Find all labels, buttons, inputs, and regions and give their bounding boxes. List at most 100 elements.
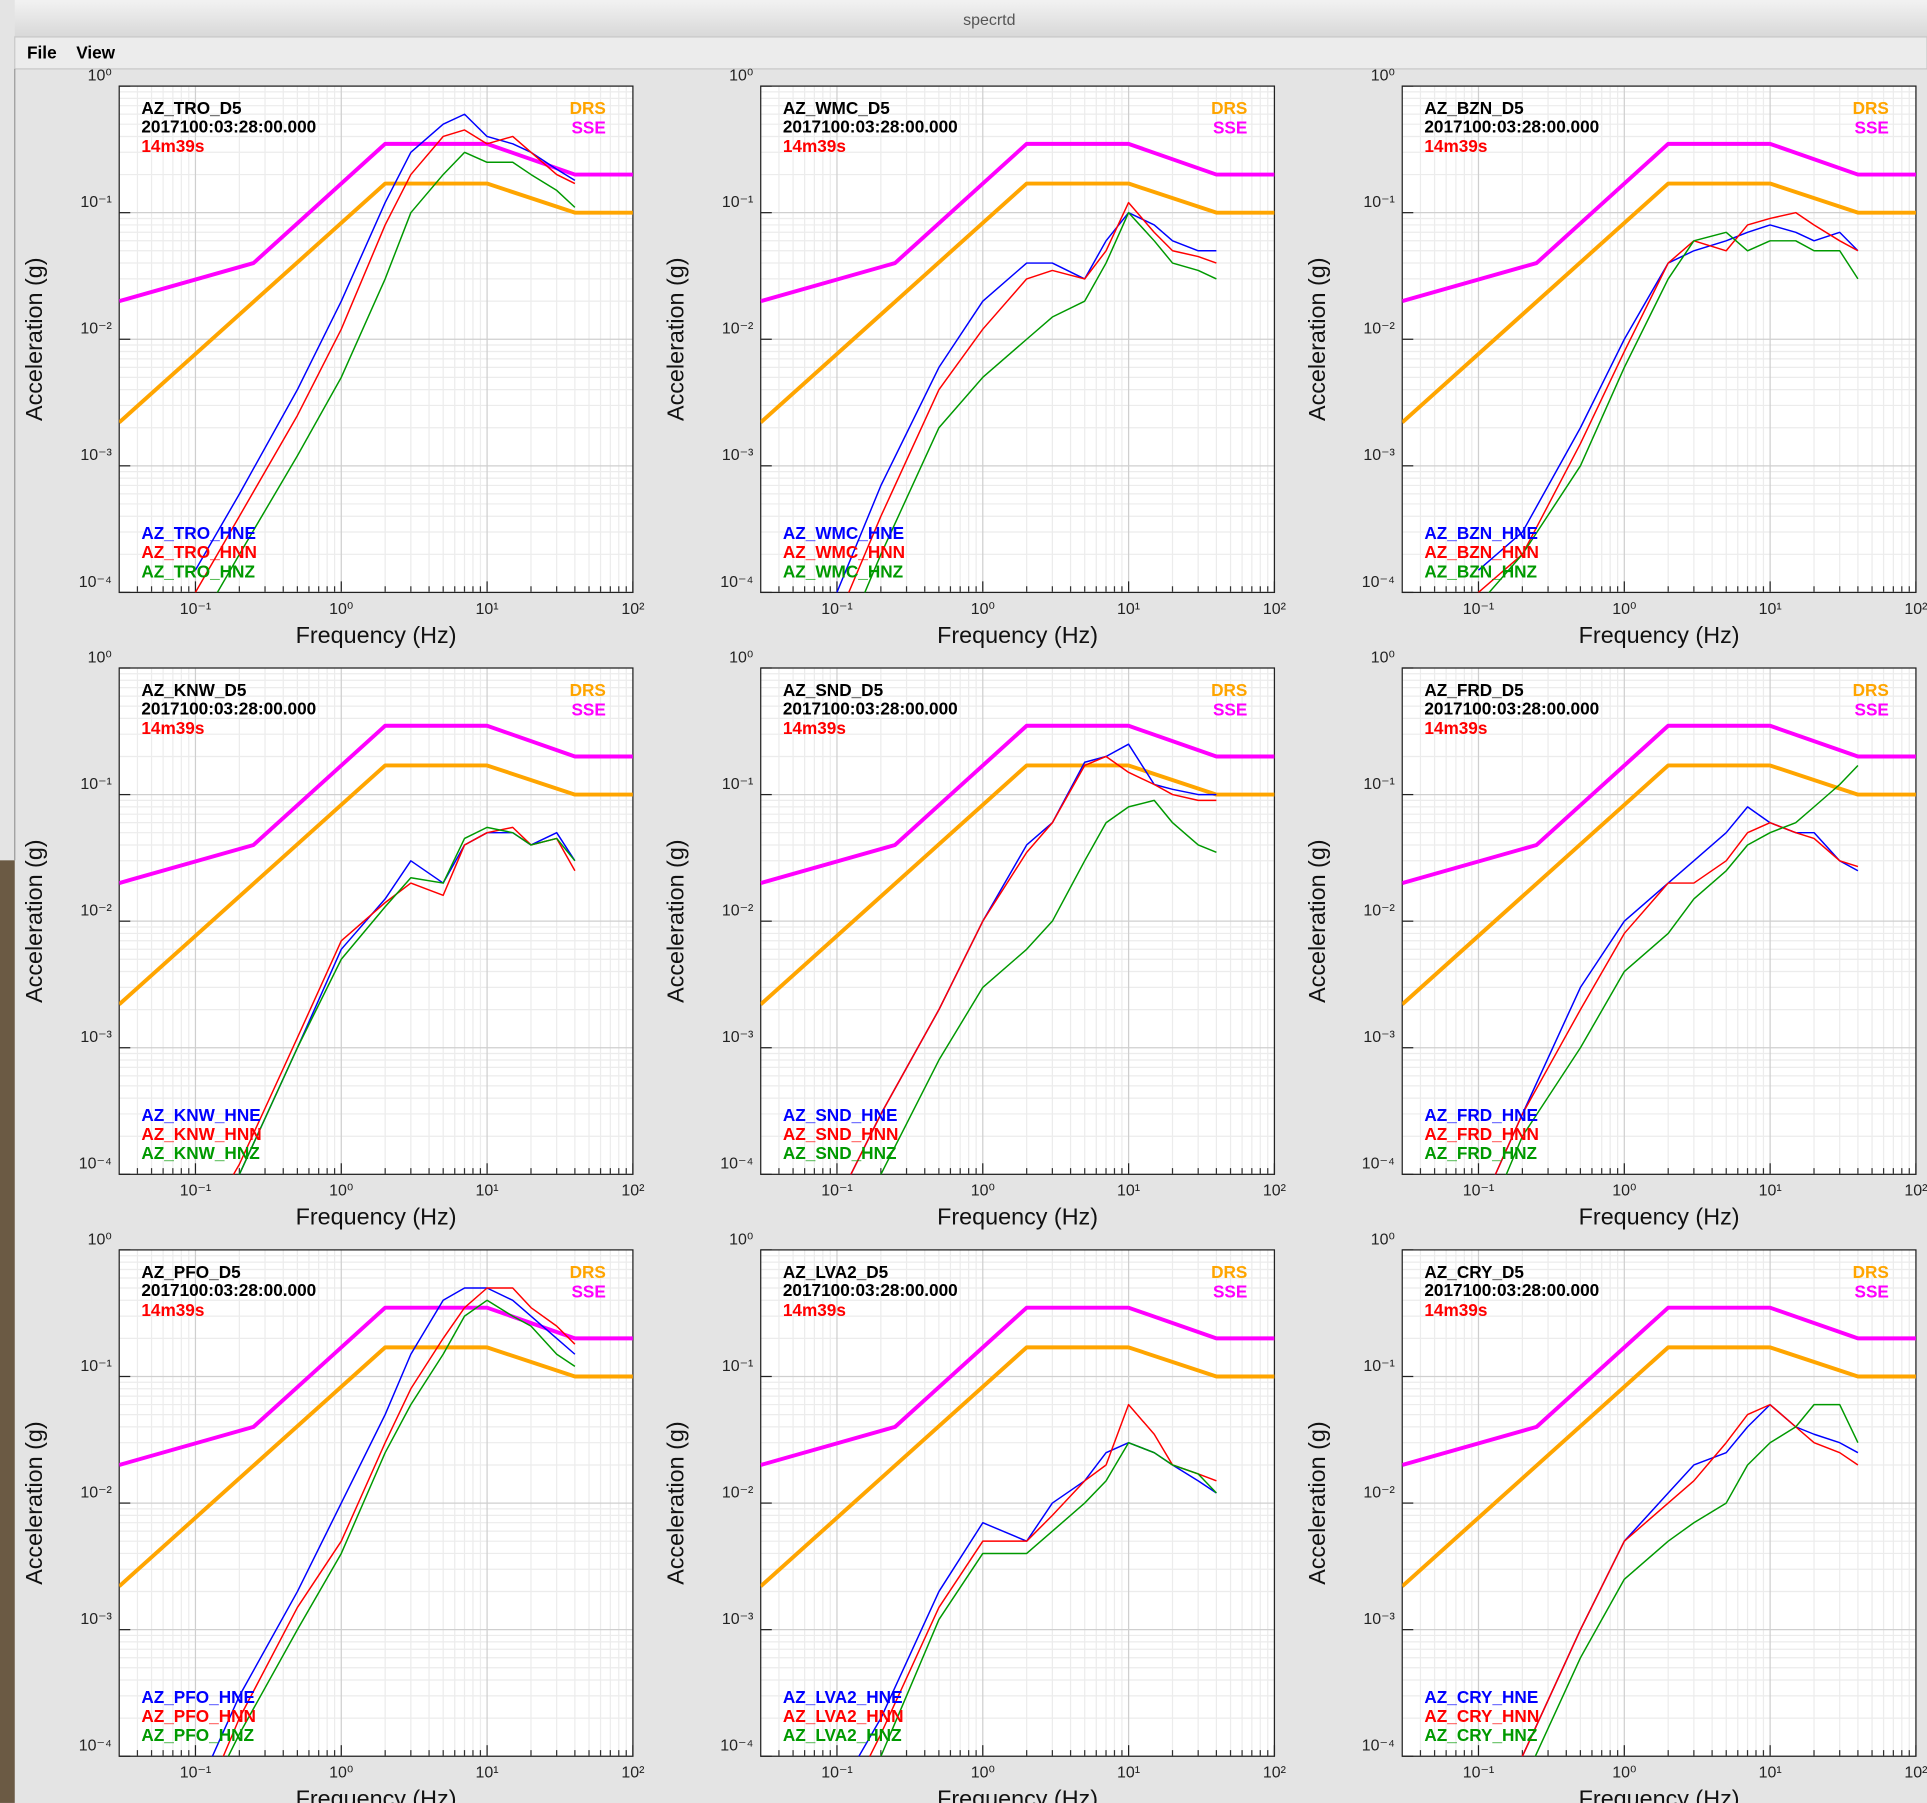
legend-entry: SSE xyxy=(571,700,605,720)
y-tick-label: 10⁻³ xyxy=(722,447,754,464)
y-tick-label: 10⁰ xyxy=(729,67,753,84)
menu-item[interactable]: View xyxy=(76,43,115,63)
legend-entry: AZ_SND_HNE xyxy=(783,1105,898,1125)
y-tick-label: 10⁰ xyxy=(1371,649,1395,666)
x-tick-label: 10⁻¹ xyxy=(1463,601,1495,618)
x-tick-label: 10⁰ xyxy=(971,601,995,618)
menu-bar xyxy=(15,37,1927,69)
y-tick-label: 10⁰ xyxy=(729,1231,753,1248)
y-tick-label: 10⁻² xyxy=(722,1484,754,1501)
y-tick-label: 10⁻⁴ xyxy=(79,574,112,591)
legend-entry: DRS xyxy=(1853,98,1889,118)
chart-title: AZ_KNW_D5 xyxy=(141,680,246,700)
legend-entry: DRS xyxy=(570,680,606,700)
chart-annotation: 14m39s xyxy=(783,718,846,738)
x-tick-label: 10⁰ xyxy=(1612,601,1636,618)
y-tick-label: 10⁻¹ xyxy=(80,194,112,211)
chart-subtitle: 2017100:03:28:00.000 xyxy=(1424,116,1599,136)
legend-entry: AZ_CRY_HNN xyxy=(1424,1706,1539,1726)
desktop-background xyxy=(0,860,15,1803)
x-axis-label: Frequency (Hz) xyxy=(937,1786,1098,1803)
legend-entry: AZ_LVA2_HNE xyxy=(783,1687,903,1707)
chart-title: AZ_WMC_D5 xyxy=(783,98,890,118)
chart-subtitle: 2017100:03:28:00.000 xyxy=(783,698,958,718)
x-tick-label: 10² xyxy=(1904,601,1927,618)
x-tick-label: 10⁻¹ xyxy=(180,1183,212,1200)
y-tick-label: 10⁻³ xyxy=(1363,1611,1395,1628)
x-tick-label: 10⁻¹ xyxy=(821,1183,853,1200)
chart-annotation: 14m39s xyxy=(783,136,846,156)
y-tick-label: 10⁰ xyxy=(88,67,112,84)
legend-entry: AZ_KNW_HNZ xyxy=(141,1143,259,1163)
y-tick-label: 10⁻¹ xyxy=(722,1358,754,1375)
chart-title: AZ_FRD_D5 xyxy=(1424,680,1524,700)
x-tick-label: 10⁻¹ xyxy=(821,601,853,618)
chart-annotation: 14m39s xyxy=(1424,1300,1487,1320)
x-tick-label: 10² xyxy=(621,1765,645,1782)
y-tick-label: 10⁰ xyxy=(88,649,112,666)
legend-entry: AZ_BZN_HNN xyxy=(1424,542,1539,562)
legend-entry: AZ_TRO_HNN xyxy=(141,542,257,562)
y-tick-label: 10⁻³ xyxy=(1363,447,1395,464)
y-tick-label: 10⁻¹ xyxy=(722,776,754,793)
legend-entry: SSE xyxy=(1854,118,1888,138)
menu-item[interactable]: File xyxy=(27,43,57,63)
chart-annotation: 14m39s xyxy=(1424,718,1487,738)
legend-entry: SSE xyxy=(1213,700,1247,720)
y-tick-label: 10⁻² xyxy=(80,321,112,338)
legend-entry: DRS xyxy=(1853,680,1889,700)
chart-subtitle: 2017100:03:28:00.000 xyxy=(141,698,316,718)
y-tick-label: 10⁻⁴ xyxy=(1362,1156,1395,1173)
x-tick-label: 10⁻¹ xyxy=(1463,1183,1495,1200)
legend-entry: AZ_SND_HNZ xyxy=(783,1143,897,1163)
y-axis-label: Acceleration (g) xyxy=(21,839,47,1002)
legend-entry: SSE xyxy=(571,118,605,138)
legend-entry: SSE xyxy=(1213,118,1247,138)
y-tick-label: 10⁻² xyxy=(80,903,112,920)
chart-title: AZ_LVA2_D5 xyxy=(783,1262,889,1282)
x-tick-label: 10² xyxy=(1263,601,1287,618)
x-tick-label: 10² xyxy=(621,601,645,618)
x-tick-label: 10² xyxy=(1904,1183,1927,1200)
legend-entry: AZ_LVA2_HNN xyxy=(783,1706,904,1726)
x-axis-label: Frequency (Hz) xyxy=(296,1204,457,1230)
chart-subtitle: 2017100:03:28:00.000 xyxy=(1424,698,1599,718)
chart-title: AZ_SND_D5 xyxy=(783,680,884,700)
y-axis-label: Acceleration (g) xyxy=(662,839,688,1002)
legend-entry: DRS xyxy=(1211,680,1247,700)
y-axis-label: Acceleration (g) xyxy=(21,1421,47,1584)
y-axis-label: Acceleration (g) xyxy=(1304,839,1330,1002)
app-window: specrtd File View 10⁻¹10⁰10¹10²10⁻⁴10⁻³1… xyxy=(0,0,1927,1803)
legend-entry: AZ_PFO_HNZ xyxy=(141,1725,254,1745)
y-tick-label: 10⁻³ xyxy=(722,1029,754,1046)
chart-annotation: 14m39s xyxy=(1424,136,1487,156)
legend-entry: AZ_CRY_HNZ xyxy=(1424,1725,1537,1745)
chart-annotation: 14m39s xyxy=(141,718,204,738)
chart-subtitle: 2017100:03:28:00.000 xyxy=(141,116,316,136)
x-tick-label: 10⁰ xyxy=(329,601,353,618)
legend-entry: AZ_WMC_HNE xyxy=(783,523,904,543)
legend-entry: AZ_WMC_HNN xyxy=(783,542,905,562)
legend-entry: AZ_KNW_HNN xyxy=(141,1124,261,1144)
legend-entry: AZ_KNW_HNE xyxy=(141,1105,260,1125)
x-tick-label: 10¹ xyxy=(476,1765,499,1782)
chart-title: AZ_BZN_D5 xyxy=(1424,98,1524,118)
y-tick-label: 10⁻² xyxy=(722,903,754,920)
x-axis-label: Frequency (Hz) xyxy=(296,1786,457,1803)
x-tick-label: 10² xyxy=(1263,1183,1287,1200)
x-tick-label: 10¹ xyxy=(1759,1183,1782,1200)
chart-title: AZ_TRO_D5 xyxy=(141,98,242,118)
legend-entry: AZ_TRO_HNE xyxy=(141,523,256,543)
x-axis-label: Frequency (Hz) xyxy=(937,622,1098,648)
x-tick-label: 10⁰ xyxy=(971,1765,995,1782)
chart-annotation: 14m39s xyxy=(783,1300,846,1320)
x-axis-label: Frequency (Hz) xyxy=(1579,1786,1740,1803)
page: specrtd File View 10⁻¹10⁰10¹10²10⁻⁴10⁻³1… xyxy=(0,0,1927,1803)
x-tick-label: 10⁰ xyxy=(971,1183,995,1200)
y-tick-label: 10⁻⁴ xyxy=(1362,574,1395,591)
y-tick-label: 10⁻⁴ xyxy=(720,574,753,591)
legend-entry: AZ_BZN_HNE xyxy=(1424,523,1538,543)
legend-entry: AZ_PFO_HNE xyxy=(141,1687,255,1707)
legend-entry: AZ_TRO_HNZ xyxy=(141,561,255,581)
legend-entry: AZ_FRD_HNE xyxy=(1424,1105,1538,1125)
